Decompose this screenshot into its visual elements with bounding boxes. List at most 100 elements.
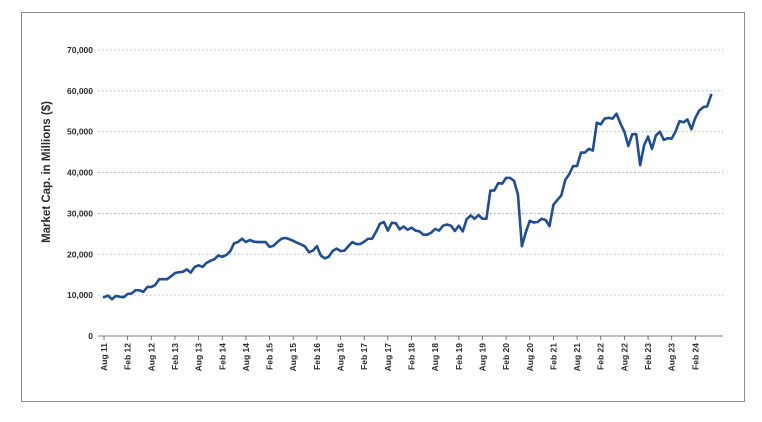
data-point xyxy=(426,233,429,236)
x-tick-label: Aug 19 xyxy=(477,343,487,372)
x-tick-label: Feb 21 xyxy=(548,343,558,370)
data-point xyxy=(256,240,259,244)
data-point xyxy=(650,147,654,150)
data-point xyxy=(154,283,157,287)
x-tick-label: Aug 23 xyxy=(667,343,677,372)
market-cap-series-line xyxy=(102,93,713,301)
data-point xyxy=(477,213,480,217)
data-point xyxy=(363,240,366,243)
data-point xyxy=(374,230,378,233)
x-axis-ticks: Aug 11 Feb 12 Aug 12 Feb 13 Aug 13 Feb 14 Aug … xyxy=(99,336,700,371)
data-point xyxy=(615,112,618,115)
data-point xyxy=(367,237,370,240)
data-point xyxy=(197,264,200,267)
data-point xyxy=(587,147,591,150)
data-point xyxy=(646,135,650,138)
data-point xyxy=(670,137,673,140)
data-point xyxy=(134,289,137,292)
data-point xyxy=(666,137,669,140)
data-point xyxy=(382,220,385,224)
data-points xyxy=(102,93,713,301)
data-point xyxy=(662,138,665,141)
data-point xyxy=(169,275,173,278)
x-tick-label: Feb 15 xyxy=(265,343,275,370)
data-point xyxy=(643,144,646,147)
data-point xyxy=(173,271,177,275)
data-point xyxy=(189,271,192,274)
data-point xyxy=(548,224,551,228)
data-point xyxy=(528,219,531,222)
data-point xyxy=(351,240,354,244)
data-point xyxy=(402,225,405,228)
data-point xyxy=(406,228,409,231)
data-point xyxy=(126,292,129,296)
data-point xyxy=(307,251,311,254)
data-point xyxy=(623,130,626,133)
data-point xyxy=(177,271,180,274)
data-point xyxy=(516,193,520,196)
data-point xyxy=(327,255,330,258)
gridlines xyxy=(98,49,723,296)
data-point xyxy=(315,245,318,248)
data-point xyxy=(489,189,492,192)
y-axis-ticks: 0 10,000 20,000 30,000 40,000 50,000 60,000 70,… xyxy=(67,45,93,341)
data-point xyxy=(118,295,121,298)
data-point xyxy=(481,217,484,220)
data-point xyxy=(453,229,456,233)
x-tick-label: Aug 20 xyxy=(525,343,535,372)
data-point xyxy=(564,178,567,182)
data-point xyxy=(505,176,508,179)
data-point xyxy=(540,217,543,220)
y-tick-label: 10,000 xyxy=(67,290,93,300)
data-point xyxy=(272,244,275,247)
data-point xyxy=(370,237,374,240)
data-point xyxy=(635,133,638,136)
data-point xyxy=(162,278,165,281)
x-tick-label: Feb 13 xyxy=(170,343,180,370)
data-point xyxy=(552,203,555,206)
x-tick-label: Feb 18 xyxy=(407,343,417,370)
data-point xyxy=(591,149,594,152)
data-point xyxy=(682,121,685,124)
data-point xyxy=(244,240,248,244)
data-point xyxy=(276,240,279,244)
data-point xyxy=(457,224,460,227)
x-tick-label: Aug 17 xyxy=(383,343,393,372)
data-point xyxy=(185,268,188,271)
data-point xyxy=(142,290,145,293)
x-tick-label: Feb 16 xyxy=(312,343,322,370)
data-point xyxy=(205,261,208,264)
x-tick-label: Feb 22 xyxy=(596,343,606,370)
y-tick-label: 50,000 xyxy=(67,127,93,137)
data-point xyxy=(390,221,393,224)
x-tick-label: Aug 22 xyxy=(619,343,629,372)
data-point xyxy=(611,117,614,120)
data-point xyxy=(386,229,389,232)
data-point xyxy=(236,240,240,244)
data-point xyxy=(268,245,271,249)
data-point xyxy=(331,249,334,253)
data-point xyxy=(414,229,417,232)
data-point xyxy=(355,242,358,246)
data-point xyxy=(690,128,693,131)
data-point xyxy=(654,134,658,137)
data-point xyxy=(536,220,539,224)
data-point xyxy=(323,257,326,260)
data-point xyxy=(497,182,500,185)
y-tick-label: 0 xyxy=(88,331,93,341)
data-point xyxy=(311,249,315,252)
data-point xyxy=(532,221,535,224)
data-point xyxy=(508,176,512,179)
data-point xyxy=(694,116,697,119)
data-point xyxy=(221,255,224,258)
data-point xyxy=(544,218,547,222)
data-point xyxy=(130,292,133,295)
data-point xyxy=(398,228,401,231)
x-tick-label: Feb 24 xyxy=(690,343,700,370)
data-point xyxy=(469,214,472,217)
data-point xyxy=(347,245,350,248)
chart-frame: Market Cap. in Millions ($) 0 10,000 20,00… xyxy=(21,12,745,402)
data-point xyxy=(512,179,516,182)
data-point xyxy=(619,122,622,125)
data-point xyxy=(568,173,571,176)
